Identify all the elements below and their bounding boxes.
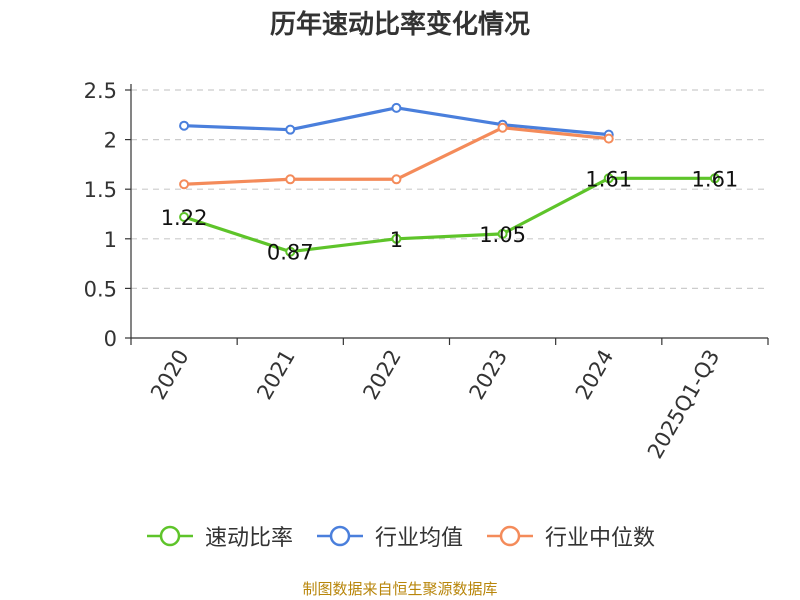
data-label: 1.61 [692, 167, 739, 191]
x-tick-label: 2024 [571, 346, 619, 404]
x-tick-label: 2022 [358, 346, 406, 404]
data-point [603, 133, 614, 144]
legend-label: 行业均值 [374, 526, 463, 551]
y-tick-label: 2 [104, 129, 117, 153]
data-labels: 1.22 0.87 1 1.05 1.61 1.61 [161, 167, 739, 264]
data-point [179, 179, 190, 190]
legend-marker-icon [487, 525, 533, 547]
source-note: 制图数据来自恒生聚源数据库 [302, 580, 498, 598]
legend-marker-icon [146, 525, 193, 547]
grid-lines [131, 89, 768, 289]
data-point [391, 102, 402, 113]
x-tick-label: 2025Q1-Q3 [643, 346, 725, 463]
chart-title: 历年速动比率变化情况 [269, 10, 530, 40]
x-tick-label: 2021 [252, 346, 300, 404]
series-line-0 [183, 176, 715, 254]
axes: 0 0.5 1 1.5 2 2.5 2020 2021 2022 2023 2024 2025Q1-Q… [84, 79, 769, 463]
y-tick-label: 1.5 [84, 178, 117, 202]
legend-circle [329, 525, 351, 547]
legend-item[interactable]: 行业均值 [315, 520, 463, 552]
data-label: 0.87 [267, 241, 314, 265]
legend-label: 速动比率 [204, 526, 293, 551]
legend-item[interactable]: 速动比率 [145, 520, 293, 552]
data-point [391, 174, 402, 185]
data-point [497, 122, 508, 133]
data-point [497, 228, 508, 239]
data-point [179, 120, 190, 131]
y-tick-label: 1 [104, 228, 117, 252]
legend-item[interactable]: 行业中位数 [485, 520, 655, 552]
legend-label: 行业中位数 [545, 526, 656, 551]
data-label: 1.22 [161, 206, 208, 230]
data-point [179, 211, 190, 222]
data-label: 1 [390, 228, 403, 252]
data-label: 1.61 [585, 167, 632, 191]
data-point [391, 233, 402, 244]
x-tick-label: 2023 [465, 346, 513, 404]
y-tick-label: 0 [104, 327, 117, 351]
x-tick-label: 2020 [146, 346, 194, 404]
data-point [709, 173, 720, 184]
series-lines [179, 102, 720, 257]
legend-circle [159, 525, 181, 547]
legend-circle [499, 525, 521, 547]
data-point [285, 124, 296, 135]
y-tick-label: 0.5 [84, 277, 117, 301]
legend: 速动比率 行业均值 行业中位数 [0, 520, 800, 552]
data-point [285, 246, 296, 257]
data-label: 1.05 [479, 223, 526, 247]
y-tick-label: 2.5 [84, 79, 117, 103]
data-point [285, 174, 296, 185]
legend-marker-icon [316, 525, 363, 547]
data-point [603, 173, 614, 184]
